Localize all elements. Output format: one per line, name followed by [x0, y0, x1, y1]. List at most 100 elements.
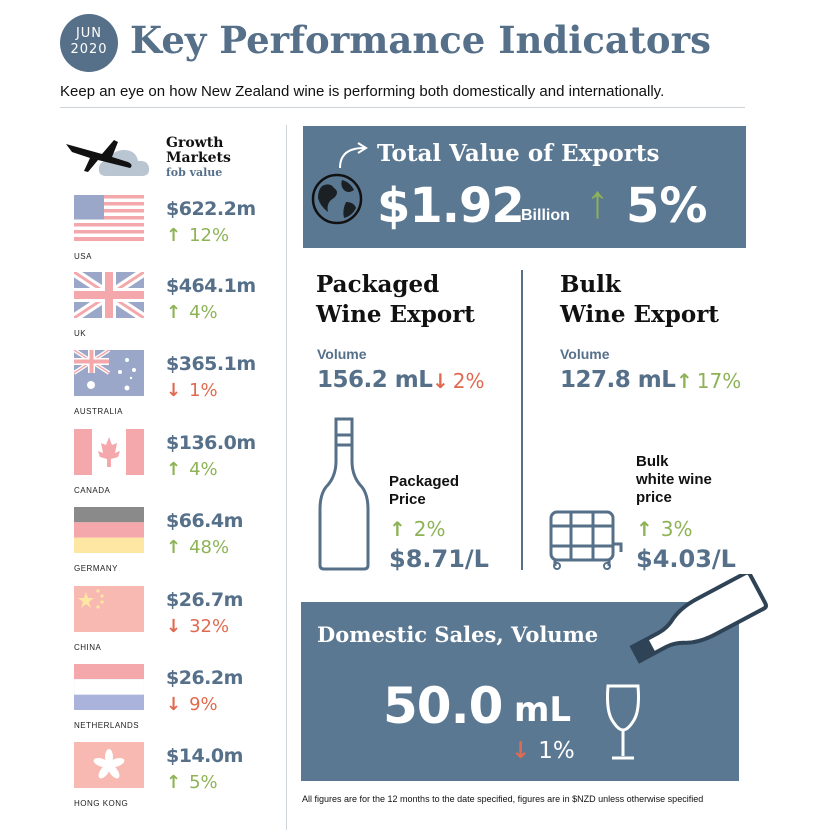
packaged-price-change-value: 2%	[413, 517, 446, 541]
arrow-down-icon: ↓	[166, 380, 182, 401]
arrow-up-icon: ↑	[636, 517, 653, 541]
domestic-title: Domestic Sales, Volume	[317, 622, 599, 647]
packaged-title-line2: Wine Export	[316, 301, 475, 328]
country-value: $26.2m	[166, 667, 243, 689]
exports-panel	[303, 126, 746, 248]
bulk-volume-change-value: 17%	[696, 369, 742, 393]
packaged-volume-value: 156.2 mL	[317, 367, 433, 393]
australia-flag-icon	[74, 350, 144, 396]
country-name: GERMANY	[74, 564, 118, 573]
country-change-value: 1%	[189, 380, 218, 401]
country-change: ↑ 5%	[166, 772, 218, 793]
bulk-price-change-value: 3%	[660, 517, 693, 541]
domestic-value: 50.0	[383, 677, 503, 735]
wine-bottle-icon	[318, 417, 370, 571]
arrow-down-icon: ↓	[511, 738, 531, 764]
packaged-price-label-line1: Packaged	[389, 473, 460, 490]
bulk-volume-value: 127.8 mL	[560, 367, 676, 393]
date-month: JUN	[75, 26, 103, 41]
curved-arrow-icon	[339, 142, 368, 169]
country-value: $365.1m	[166, 353, 256, 375]
bulk-price-value: $4.03/L	[636, 545, 736, 573]
country-name: NETHERLANDS	[74, 721, 140, 730]
domestic-unit: mL	[514, 690, 572, 730]
uk-flag-icon	[74, 272, 144, 318]
bulk-price-label-line3: price	[636, 489, 672, 506]
arrow-down-icon: ↓	[166, 694, 182, 715]
bulk-title: Bulk Wine Export	[560, 270, 719, 330]
growth-markets-title: Growth Markets	[166, 136, 231, 166]
country-row-hong-kong: HONG KONG $14.0m ↑ 5%	[72, 742, 282, 818]
country-change: ↑ 12%	[166, 225, 229, 246]
domestic-change: ↓ 1%	[511, 738, 575, 764]
page-subtitle: Keep an eye on how New Zealand wine is p…	[60, 83, 665, 100]
header-divider	[60, 107, 745, 108]
barrel-icon	[549, 510, 623, 570]
exports-value: $1.92	[377, 178, 525, 234]
bulk-price-label: Bulk white wine price	[636, 453, 712, 507]
country-row-uk: UK $464.1m ↑ 4%	[72, 272, 282, 348]
bulk-title-line2: Wine Export	[560, 301, 719, 328]
packaged-price-label-line2: Price	[389, 491, 426, 508]
arrow-up-icon: ↑	[166, 459, 182, 480]
domestic-change-value: 1%	[538, 738, 575, 764]
tilted-bottle-icon	[629, 574, 768, 664]
packaged-volume-change: ↓ 2%	[432, 369, 485, 393]
country-row-netherlands: NETHERLANDS $26.2m ↓ 9%	[72, 664, 282, 740]
date-badge: JUN 2020	[60, 14, 118, 72]
country-value: $14.0m	[166, 745, 243, 767]
arrow-up-icon: ↑	[166, 225, 182, 246]
bulk-price-label-line1: Bulk	[636, 453, 669, 470]
packaged-price-label: Packaged Price	[389, 473, 459, 509]
country-name: AUSTRALIA	[74, 407, 123, 416]
bulk-volume-change: ↑ 17%	[676, 369, 741, 393]
country-value: $464.1m	[166, 275, 256, 297]
country-row-china: CHINA $26.7m ↓ 32%	[72, 586, 282, 662]
country-row-germany: GERMANY $66.4m ↑ 48%	[72, 507, 282, 583]
arrow-up-icon: ↑	[166, 302, 182, 323]
packaged-price-value: $8.71/L	[389, 545, 489, 573]
bulk-volume-label: Volume	[560, 346, 610, 362]
country-change-value: 32%	[189, 616, 230, 637]
country-name: UK	[74, 329, 87, 338]
country-change-value: 4%	[189, 459, 218, 480]
column-divider	[286, 125, 287, 830]
country-name: HONG KONG	[74, 799, 129, 808]
arrow-down-icon: ↓	[432, 369, 449, 393]
packaged-price-change: ↑ 2%	[389, 517, 446, 541]
netherlands-flag-icon	[74, 664, 144, 710]
country-change: ↑ 4%	[166, 302, 218, 323]
country-value: $136.0m	[166, 432, 256, 454]
footnote: All figures are for the 12 months to the…	[302, 794, 704, 804]
country-change-value: 4%	[189, 302, 218, 323]
country-change: ↓ 9%	[166, 694, 218, 715]
packaged-volume-label: Volume	[317, 346, 367, 362]
country-row-usa: USA $622.2m ↑ 12%	[72, 195, 282, 271]
country-change-value: 9%	[189, 694, 218, 715]
growth-markets-subtitle: fob value	[166, 166, 223, 179]
country-name: USA	[74, 252, 92, 261]
globe-icon	[311, 173, 363, 225]
usa-flag-icon	[74, 195, 144, 241]
arrow-up-icon: ↑	[166, 537, 182, 558]
arrow-up-icon: ↑	[389, 517, 406, 541]
arrow-up-icon: ↑	[166, 772, 182, 793]
country-change-value: 12%	[189, 225, 230, 246]
country-row-australia: AUSTRALIA $365.1m ↓ 1%	[72, 350, 282, 426]
country-value: $622.2m	[166, 198, 256, 220]
date-year: 2020	[70, 42, 108, 57]
hong-kong-flag-icon	[74, 742, 144, 788]
country-value: $66.4m	[166, 510, 243, 532]
bulk-price-change: ↑ 3%	[636, 517, 693, 541]
packaged-title-line1: Packaged	[316, 271, 440, 298]
country-change: ↓ 32%	[166, 616, 229, 637]
wine-glass-icon	[606, 684, 640, 760]
germany-flag-icon	[74, 507, 144, 553]
packaged-title: Packaged Wine Export	[316, 270, 475, 330]
arrow-up-icon: ↑	[676, 369, 693, 393]
country-row-canada: CANADA $136.0m ↑ 4%	[72, 429, 282, 505]
country-change: ↑ 48%	[166, 537, 229, 558]
arrow-down-icon: ↓	[166, 616, 182, 637]
bulk-title-line1: Bulk	[560, 271, 621, 298]
bulk-price-label-line2: white wine	[636, 471, 712, 488]
